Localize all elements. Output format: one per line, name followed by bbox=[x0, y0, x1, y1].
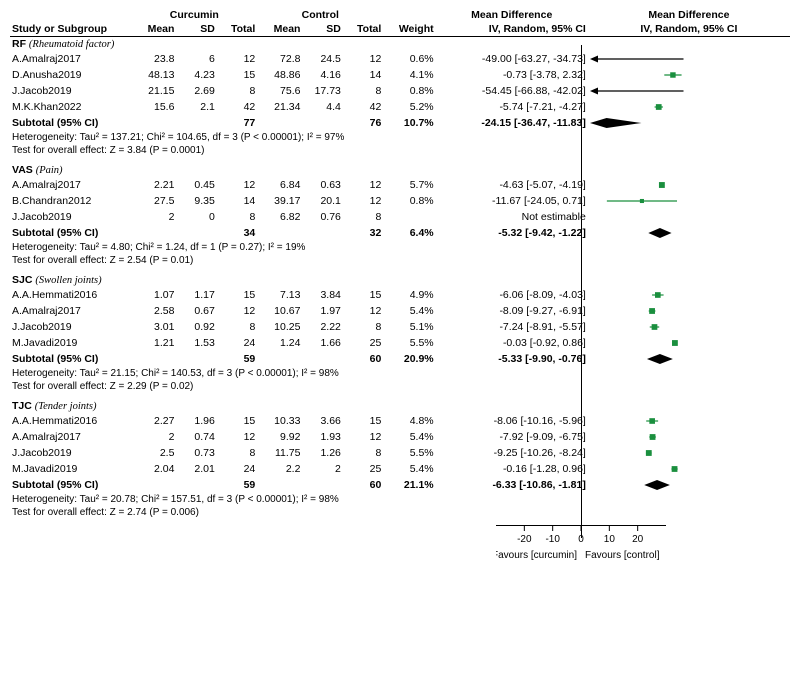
study-row: M.K.Khan2022 15.6 2.1 42 21.34 4.4 42 5.… bbox=[10, 99, 790, 115]
study-name: J.Jacob2019 bbox=[10, 209, 131, 225]
header-effect-2: Mean Difference bbox=[588, 8, 790, 22]
svg-text:10: 10 bbox=[604, 534, 616, 545]
study-row: D.Anusha2019 48.13 4.23 15 48.86 4.16 14… bbox=[10, 67, 790, 83]
plot-cell bbox=[588, 99, 790, 115]
plot-cell bbox=[588, 445, 790, 461]
header-weight: Weight bbox=[383, 22, 435, 37]
study-name: A.Amalraj2017 bbox=[10, 177, 131, 193]
study-name: D.Anusha2019 bbox=[10, 67, 131, 83]
subtotal-row: Subtotal (95% CI) 77 76 10.7% -24.15 [-3… bbox=[10, 115, 790, 131]
header-effect-1: Mean Difference bbox=[436, 8, 588, 22]
effect-text: -6.06 [-8.09, -4.03] bbox=[436, 287, 588, 303]
svg-text:Favours [curcumin]: Favours [curcumin] bbox=[496, 550, 577, 561]
effect-text: -11.67 [-24.05, 0.71] bbox=[436, 193, 588, 209]
study-name: A.A.Hemmati2016 bbox=[10, 287, 131, 303]
study-name: M.Javadi2019 bbox=[10, 335, 131, 351]
study-name: A.A.Hemmati2016 bbox=[10, 413, 131, 429]
plot-cell bbox=[588, 51, 790, 67]
effect-text: -54.45 [-66.88, -42.02] bbox=[436, 83, 588, 99]
study-name: A.Amalraj2017 bbox=[10, 303, 131, 319]
study-row: J.Jacob2019 3.01 0.92 8 10.25 2.22 8 5.1… bbox=[10, 319, 790, 335]
svg-text:0: 0 bbox=[578, 534, 584, 545]
header-study: Study or Subgroup bbox=[10, 22, 131, 37]
study-row: J.Jacob2019 21.15 2.69 8 75.6 17.73 8 0.… bbox=[10, 83, 790, 99]
plot-cell bbox=[588, 177, 790, 193]
heterogeneity-text: Heterogeneity: Tau² = 4.80; Chi² = 1.24,… bbox=[10, 241, 790, 254]
heterogeneity-text: Heterogeneity: Tau² = 20.78; Chi² = 157.… bbox=[10, 493, 790, 506]
overall-effect-text: Test for overall effect: Z = 2.74 (P = 0… bbox=[10, 506, 790, 519]
effect-text: -49.00 [-63.27, -34.73] bbox=[436, 51, 588, 67]
plot-cell bbox=[588, 67, 790, 83]
effect-text: -0.03 [-0.92, 0.86] bbox=[436, 335, 588, 351]
study-name: J.Jacob2019 bbox=[10, 83, 131, 99]
study-row: A.Amalraj2017 2.21 0.45 12 6.84 0.63 12 … bbox=[10, 177, 790, 193]
effect-text: -0.16 [-1.28, 0.96] bbox=[436, 461, 588, 477]
study-row: M.Javadi2019 1.21 1.53 24 1.24 1.66 25 5… bbox=[10, 335, 790, 351]
header-total1: Total bbox=[217, 22, 257, 37]
effect-text: Not estimable bbox=[436, 209, 588, 225]
svg-text:-10: -10 bbox=[545, 534, 560, 545]
study-row: M.Javadi2019 2.04 2.01 24 2.2 2 25 5.4% … bbox=[10, 461, 790, 477]
header-group-control: Control bbox=[257, 8, 383, 22]
study-name: M.Javadi2019 bbox=[10, 461, 131, 477]
effect-text: -5.74 [-7.21, -4.27] bbox=[436, 99, 588, 115]
header-effect-sub2: IV, Random, 95% CI bbox=[588, 22, 790, 37]
header-group-curcumin: Curcumin bbox=[131, 8, 257, 22]
plot-cell bbox=[588, 335, 790, 351]
header-effect-sub1: IV, Random, 95% CI bbox=[436, 22, 588, 37]
effect-text: -7.92 [-9.09, -6.75] bbox=[436, 429, 588, 445]
overall-effect-text: Test for overall effect: Z = 2.54 (P = 0… bbox=[10, 254, 790, 267]
heterogeneity-text: Heterogeneity: Tau² = 21.15; Chi² = 140.… bbox=[10, 367, 790, 380]
plot-cell bbox=[588, 209, 790, 225]
plot-cell bbox=[588, 429, 790, 445]
subgroup-title: VAS (Pain) bbox=[10, 163, 790, 177]
subgroup-title: TJC (Tender joints) bbox=[10, 399, 790, 413]
subgroup-title: SJC (Swollen joints) bbox=[10, 273, 790, 287]
study-name: B.Chandran2012 bbox=[10, 193, 131, 209]
header-mean2: Mean bbox=[257, 22, 302, 37]
effect-text: -8.09 [-9.27, -6.91] bbox=[436, 303, 588, 319]
effect-text: -8.06 [-10.16, -5.96] bbox=[436, 413, 588, 429]
plot-cell bbox=[588, 319, 790, 335]
study-row: J.Jacob2019 2 0 8 6.82 0.76 8 Not estima… bbox=[10, 209, 790, 225]
study-name: J.Jacob2019 bbox=[10, 319, 131, 335]
overall-effect-text: Test for overall effect: Z = 3.84 (P = 0… bbox=[10, 144, 790, 157]
study-row: A.Amalraj2017 2 0.74 12 9.92 1.93 12 5.4… bbox=[10, 429, 790, 445]
svg-text:-20: -20 bbox=[517, 534, 532, 545]
header-total2: Total bbox=[343, 22, 383, 37]
effect-text: -0.73 [-3.78, 2.32] bbox=[436, 67, 588, 83]
subtotal-row: Subtotal (95% CI) 34 32 6.4% -5.32 [-9.4… bbox=[10, 225, 790, 241]
study-name: M.K.Khan2022 bbox=[10, 99, 131, 115]
heterogeneity-text: Heterogeneity: Tau² = 137.21; Chi² = 104… bbox=[10, 131, 790, 144]
svg-text:20: 20 bbox=[632, 534, 644, 545]
svg-text:Favours [control]: Favours [control] bbox=[585, 550, 660, 561]
study-name: A.Amalraj2017 bbox=[10, 51, 131, 67]
study-row: A.Amalraj2017 2.58 0.67 12 10.67 1.97 12… bbox=[10, 303, 790, 319]
header-sd2: SD bbox=[302, 22, 342, 37]
plot-cell bbox=[588, 287, 790, 303]
effect-text: -7.24 [-8.91, -5.57] bbox=[436, 319, 588, 335]
forest-plot-table: Curcumin Control Mean Difference Mean Di… bbox=[10, 8, 790, 525]
study-row: B.Chandran2012 27.5 9.35 14 39.17 20.1 1… bbox=[10, 193, 790, 209]
subgroup-title: RF (Rheumatoid factor) bbox=[10, 37, 790, 52]
plot-cell bbox=[588, 461, 790, 477]
study-name: A.Amalraj2017 bbox=[10, 429, 131, 445]
overall-effect-text: Test for overall effect: Z = 2.29 (P = 0… bbox=[10, 380, 790, 393]
effect-text: -4.63 [-5.07, -4.19] bbox=[436, 177, 588, 193]
subtotal-row: Subtotal (95% CI) 59 60 21.1% -6.33 [-10… bbox=[10, 477, 790, 493]
plot-cell bbox=[588, 303, 790, 319]
study-name: J.Jacob2019 bbox=[10, 445, 131, 461]
plot-cell bbox=[588, 83, 790, 99]
study-row: A.A.Hemmati2016 2.27 1.96 15 10.33 3.66 … bbox=[10, 413, 790, 429]
axis-area: -20 -10 0 10 20 Favours [curcumin] Favou… bbox=[10, 525, 790, 572]
header-sd1: SD bbox=[176, 22, 216, 37]
study-row: A.A.Hemmati2016 1.07 1.17 15 7.13 3.84 1… bbox=[10, 287, 790, 303]
subtotal-row: Subtotal (95% CI) 59 60 20.9% -5.33 [-9.… bbox=[10, 351, 790, 367]
study-row: J.Jacob2019 2.5 0.73 8 11.75 1.26 8 5.5%… bbox=[10, 445, 790, 461]
effect-text: -9.25 [-10.26, -8.24] bbox=[436, 445, 588, 461]
study-row: A.Amalraj2017 23.8 6 12 72.8 24.5 12 0.6… bbox=[10, 51, 790, 67]
plot-cell bbox=[588, 413, 790, 429]
header-mean1: Mean bbox=[131, 22, 176, 37]
plot-cell bbox=[588, 193, 790, 209]
